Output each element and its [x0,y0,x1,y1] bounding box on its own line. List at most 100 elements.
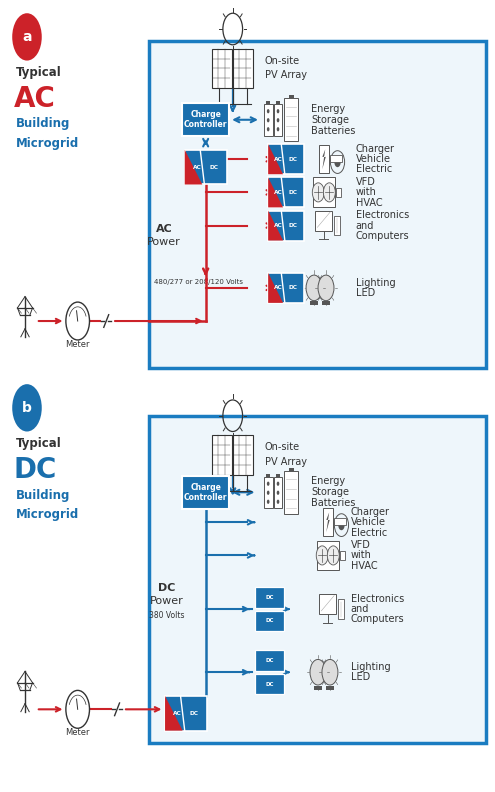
Text: Electronics: Electronics [351,594,404,604]
Text: AC: AC [274,285,283,291]
Text: 480/277 or 208/120 Volts: 480/277 or 208/120 Volts [154,279,243,284]
Text: AC: AC [274,190,283,195]
Circle shape [66,691,90,729]
Text: Storage: Storage [311,487,349,497]
Bar [233,49,252,88]
Bar [274,104,283,135]
Text: DC: DC [190,710,199,716]
Circle shape [338,520,345,530]
Text: Electric: Electric [351,527,387,538]
Text: AC: AC [155,223,172,234]
Text: HVAC: HVAC [351,561,378,571]
Circle shape [12,384,42,432]
Bar [264,477,273,508]
Text: On-site: On-site [265,442,300,452]
Circle shape [310,660,326,685]
Text: Storage: Storage [311,115,349,125]
Bar [319,594,336,614]
Text: Batteries: Batteries [311,498,356,508]
Circle shape [267,109,269,113]
Text: Power: Power [149,596,183,606]
Text: DC: DC [289,285,297,291]
Text: Energy: Energy [311,104,346,114]
Text: Vehicle: Vehicle [356,154,391,164]
Bar [268,177,303,208]
Text: 380 Volts: 380 Volts [148,611,184,620]
Text: Batteries: Batteries [311,126,356,135]
Text: Power: Power [147,237,181,247]
Circle shape [277,500,279,504]
Circle shape [277,109,279,113]
Bar [268,273,303,303]
Bar [268,211,303,241]
Text: AC: AC [193,165,201,169]
Text: Building: Building [16,489,70,502]
Bar [322,302,330,306]
Text: Computers: Computers [351,615,404,624]
Text: PV Array: PV Array [265,456,307,466]
Bar [276,474,280,477]
Text: Typical: Typical [16,437,62,450]
Text: DC: DC [289,157,297,162]
Bar [340,551,345,560]
Circle shape [277,118,279,122]
Bar [212,49,232,88]
Text: DC: DC [289,190,297,195]
Polygon shape [185,150,202,185]
Bar [285,470,298,514]
Bar [165,696,207,731]
Text: DC: DC [14,456,57,484]
Text: Charge
Controller: Charge Controller [184,110,227,129]
Bar [233,436,252,475]
Text: Lighting: Lighting [356,278,396,287]
Text: DC: DC [157,583,175,592]
Text: Electric: Electric [356,165,392,174]
Text: Lighting: Lighting [351,662,391,672]
Text: VFD: VFD [356,177,376,187]
Bar [149,416,486,743]
Text: Microgrid: Microgrid [16,137,79,150]
Circle shape [267,118,269,122]
Text: On-site: On-site [265,55,300,66]
Text: DC: DC [265,682,274,687]
Text: Charge
Controller: Charge Controller [184,482,227,502]
Text: LED: LED [351,672,370,683]
Bar [276,101,280,104]
Bar [266,474,270,477]
Text: Charger: Charger [351,507,390,517]
Bar [182,476,229,508]
Text: Meter: Meter [65,729,90,737]
Bar [274,477,283,508]
Text: Charger: Charger [356,144,395,154]
Bar [255,674,285,695]
Circle shape [277,482,279,485]
Bar [330,155,342,162]
Bar [264,104,273,135]
Bar [315,211,332,230]
Circle shape [277,490,279,495]
Text: Electronics: Electronics [356,210,409,220]
Circle shape [12,13,42,60]
Text: Building: Building [16,117,70,130]
Text: AC: AC [274,157,283,162]
Bar [185,150,227,185]
Text: Microgrid: Microgrid [16,508,79,521]
Text: Energy: Energy [311,476,346,486]
Text: DC: DC [265,595,274,600]
Text: a: a [22,30,32,44]
Bar [338,599,344,619]
Bar [268,144,303,174]
Bar [317,540,339,570]
Circle shape [267,127,269,131]
Text: Typical: Typical [16,66,62,79]
Polygon shape [268,273,283,303]
Bar [255,587,285,607]
Text: Computers: Computers [356,230,409,241]
Text: DC: DC [265,619,274,623]
Polygon shape [322,149,326,169]
Text: Vehicle: Vehicle [351,517,386,527]
Bar [334,518,346,525]
Text: with: with [351,550,372,561]
Circle shape [334,157,341,167]
Circle shape [323,183,335,202]
